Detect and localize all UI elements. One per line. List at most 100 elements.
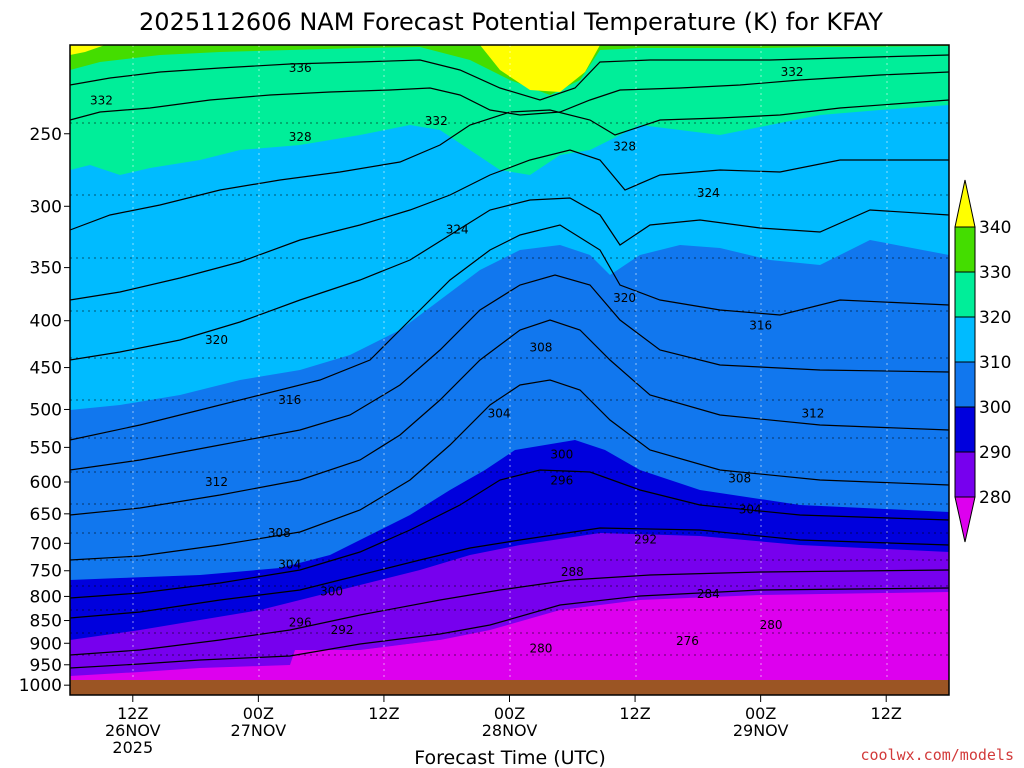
colorbar-swatch-280-290: [954, 451, 976, 498]
contour-label: 328: [613, 139, 636, 153]
colorbar-swatch-290-300: [954, 406, 976, 453]
y-tick-label: 600: [30, 473, 62, 493]
colorbar: 340 330 320 310 300 290 280: [954, 179, 1011, 543]
contour-line: [69, 587, 950, 669]
contour-label: 300: [320, 584, 343, 598]
contour-label: 316: [278, 393, 301, 407]
y-tick-label: 500: [30, 400, 62, 420]
contour-lines: [69, 54, 950, 669]
contour-label: 288: [561, 565, 584, 579]
contour-label: 324: [446, 222, 469, 236]
contour-label: 296: [550, 474, 573, 488]
field-band-330: [70, 45, 949, 175]
colorbar-tick-label: 300: [979, 398, 1011, 418]
contour-label: 312: [802, 406, 825, 420]
contour-label: 316: [749, 319, 772, 333]
contour-label: 328: [289, 130, 312, 144]
y-tick-label: 300: [30, 197, 62, 217]
y-tick-label: 750: [30, 562, 62, 582]
contour-label: 320: [613, 291, 636, 305]
contour-label: 332: [90, 94, 113, 108]
contour-label: 308: [268, 526, 291, 540]
colorbar-tick-label: 280: [979, 488, 1011, 508]
y-axis: 2503003504004505005506006507007508008509…: [19, 125, 70, 696]
contour-label: 332: [781, 65, 804, 79]
contour-line: [69, 54, 950, 101]
colorbar-swatch-310-320: [954, 316, 976, 363]
contour-label: 336: [289, 61, 312, 75]
y-tick-label: 950: [30, 656, 62, 676]
x-tick-label: 27NOV: [231, 721, 287, 740]
contour-label: 308: [728, 472, 751, 486]
colorbar-ticks: 340 330 320 310 300 290 280: [979, 218, 1011, 508]
contour-label: 304: [739, 503, 762, 517]
x-tick-label: 12Z: [619, 704, 650, 723]
contour-line: [69, 71, 950, 121]
colorbar-swatch-330-340: [954, 226, 976, 273]
contour-label: 304: [488, 406, 511, 420]
contour-labels: 336 332 332 332 328 328 324 324 320 320 316 316 312 3…: [90, 61, 824, 655]
contour-line: [69, 197, 950, 361]
x-tick-label: 00Z: [243, 704, 274, 723]
field-band-280-pocket-a: [362, 640, 442, 680]
colorbar-arrow-bottom: [954, 496, 976, 543]
x-axis-label: Forecast Time (UTC): [414, 747, 605, 768]
chart-title: 2025112606 NAM Forecast Potential Temper…: [139, 8, 883, 36]
site-credit[interactable]: coolwx.com/models: [860, 746, 1014, 764]
x-tick-label: 29NOV: [733, 721, 789, 740]
contour-line: [69, 569, 950, 656]
colorbar-tick-label: 320: [979, 308, 1011, 328]
contour-line: [69, 274, 950, 471]
contour-label: 276: [676, 634, 699, 648]
y-tick-label: 400: [30, 312, 62, 332]
y-tick-label: 550: [30, 438, 62, 458]
colorbar-tick-label: 290: [979, 443, 1011, 463]
contour-label: 300: [550, 448, 573, 462]
y-tick-label: 800: [30, 587, 62, 607]
contour-line: [69, 319, 950, 516]
contour-label: 284: [697, 587, 720, 601]
grid-lines: [70, 45, 949, 680]
contour-label: 296: [289, 615, 312, 629]
x-tick-label: 12Z: [368, 704, 399, 723]
contour-line: [69, 149, 949, 301]
contour-label: 332: [425, 114, 448, 128]
contour-line: [69, 527, 950, 619]
contour-label: 292: [634, 532, 657, 546]
colorbar-tick-label: 330: [979, 263, 1011, 283]
x-tick-label: 28NOV: [482, 721, 538, 740]
contour-label: 292: [331, 623, 354, 637]
x-tick-label: 12Z: [871, 704, 902, 723]
y-tick-label: 700: [30, 534, 62, 554]
colorbar-arrow-top: [954, 179, 976, 228]
field-band-280-pocket-b: [493, 612, 949, 680]
y-tick-label: 650: [30, 505, 62, 525]
contour-label: 304: [278, 557, 301, 571]
plot-area: 336 332 332 332 328 328 324 324 320 320 316 316 312 3…: [69, 44, 950, 696]
y-tick-label: 1000: [19, 676, 62, 696]
contour-label: 320: [205, 333, 228, 347]
x-tick-label: 2025: [112, 738, 153, 757]
contour-label: 280: [760, 618, 783, 632]
y-tick-label: 350: [30, 259, 62, 279]
field-band-low-left: [70, 45, 105, 55]
colorbar-tick-label: 340: [979, 218, 1011, 238]
colorbar-swatch-300-310: [954, 361, 976, 408]
x-tick-label: 00Z: [494, 704, 525, 723]
colorbar-tick-label: 310: [979, 353, 1011, 373]
contour-label: 312: [205, 475, 228, 489]
x-tick-label: 00Z: [745, 704, 776, 723]
y-tick-label: 450: [30, 359, 62, 379]
x-tick-label: 26NOV: [105, 721, 161, 740]
y-tick-label: 250: [30, 125, 62, 145]
contour-line: [69, 379, 950, 561]
contour-label: 280: [529, 642, 552, 656]
colorbar-swatch-320-330: [954, 271, 976, 318]
field-band-above-340: [480, 45, 600, 92]
contour-label: 324: [697, 186, 720, 200]
x-tick-label: 12Z: [117, 704, 148, 723]
y-tick-label: 900: [30, 634, 62, 654]
ground-surface: [70, 680, 949, 695]
